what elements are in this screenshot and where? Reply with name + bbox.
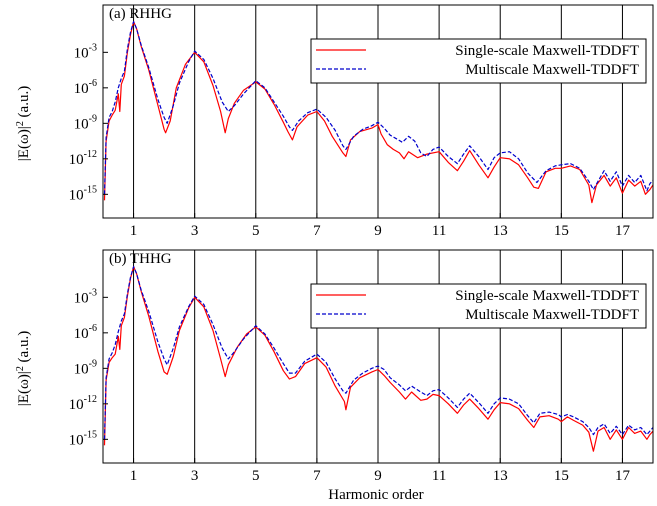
series-single-scale-line: [103, 21, 654, 204]
x-tick-label: 3: [191, 223, 199, 239]
x-tick-label: 17: [615, 223, 631, 239]
y-tick-label-base: 10: [74, 361, 89, 377]
x-tick-label: 17: [615, 468, 631, 484]
x-tick-label: 5: [252, 468, 260, 484]
x-tick-label: 11: [432, 223, 446, 239]
legend: Single-scale Maxwell-TDDFT Multiscale Ma…: [310, 38, 647, 84]
y-tick-label: 10-9: [74, 358, 97, 377]
y-tick-label: 10-9: [74, 113, 97, 132]
legend: Single-scale Maxwell-TDDFT Multiscale Ma…: [310, 283, 647, 329]
y-axis-label: |E(ω)|2 (a.u.): [15, 86, 33, 161]
y-tick-label: 10-12: [69, 394, 97, 413]
y-axis-label-base: |E(ω)|: [16, 126, 32, 161]
y-axis-label-unit: (a.u.): [16, 86, 32, 121]
legend-box: [310, 283, 647, 329]
x-tick-label: 7: [313, 468, 321, 484]
y-tick-label-base: 10: [74, 290, 89, 306]
series-group: [103, 266, 654, 452]
y-tick-label-exponent: -3: [89, 287, 97, 298]
x-tick-label: 5: [252, 223, 260, 239]
y-tick-label: 10-12: [69, 149, 97, 168]
y-tick-label-exponent: -9: [89, 358, 97, 369]
x-tick-label: 7: [313, 223, 321, 239]
y-tick-label: 10-15: [69, 184, 97, 203]
y-tick-label-base: 10: [69, 187, 84, 203]
x-tick-label: 3: [191, 468, 199, 484]
y-tick-label-exponent: -9: [89, 113, 97, 124]
y-axis-label-base: |E(ω)|: [16, 371, 32, 406]
series-multiscale-line: [103, 21, 654, 195]
legend-label-multiscale: Multiscale Maxwell-TDDFT: [465, 62, 639, 78]
y-tick-label-base: 10: [69, 152, 84, 168]
x-axis-label: Harmonic order: [328, 487, 423, 503]
y-tick-label: 10-6: [74, 323, 97, 342]
panel-title: (b) THHG: [109, 251, 172, 267]
x-tick-label: 13: [493, 223, 508, 239]
x-tick-label: 9: [374, 468, 382, 484]
y-tick-label-exponent: -12: [84, 149, 97, 160]
y-tick-label-base: 10: [74, 326, 89, 342]
y-tick-label-exponent: -3: [89, 42, 97, 53]
y-tick-label: 10-3: [74, 42, 97, 61]
series-single-scale-line: [103, 266, 654, 452]
y-tick-label: 10-15: [69, 429, 97, 448]
y-tick-label: 10-3: [74, 287, 97, 306]
y-tick-label-exponent: -15: [84, 184, 97, 195]
x-tick-label: 15: [554, 468, 569, 484]
y-tick-label-exponent: -15: [84, 429, 97, 440]
y-tick-label-exponent: -6: [89, 323, 97, 334]
series-group: [103, 21, 654, 204]
panel-title: (a) RHHG: [109, 6, 172, 22]
legend-label-multiscale: Multiscale Maxwell-TDDFT: [465, 307, 639, 323]
legend-box: [310, 38, 647, 84]
y-tick-label-exponent: -6: [89, 78, 97, 89]
x-tick-label: 9: [374, 223, 382, 239]
y-axis-label: |E(ω)|2 (a.u.): [15, 331, 33, 406]
x-tick-label: 1: [130, 223, 138, 239]
y-tick-label-base: 10: [69, 432, 84, 448]
plot-frame: [102, 4, 654, 219]
y-tick-label-base: 10: [74, 81, 89, 97]
y-axis-label-superscript: 2: [15, 121, 26, 126]
x-tick-label: 1: [130, 468, 138, 484]
y-tick-label-base: 10: [69, 397, 84, 413]
y-tick-label: 10-6: [74, 78, 97, 97]
x-tick-label: 15: [554, 223, 569, 239]
x-tick-label: 13: [493, 468, 508, 484]
y-axis-label-superscript: 2: [15, 366, 26, 371]
y-axis-label-unit: (a.u.): [16, 331, 32, 366]
y-tick-label-base: 10: [74, 116, 89, 132]
plot-frame: [102, 249, 654, 464]
y-tick-label-exponent: -12: [84, 394, 97, 405]
x-tick-label: 11: [432, 468, 446, 484]
y-tick-label-base: 10: [74, 45, 89, 61]
legend-label-single-scale: Single-scale Maxwell-TDDFT: [455, 288, 639, 304]
legend-label-single-scale: Single-scale Maxwell-TDDFT: [455, 43, 639, 59]
